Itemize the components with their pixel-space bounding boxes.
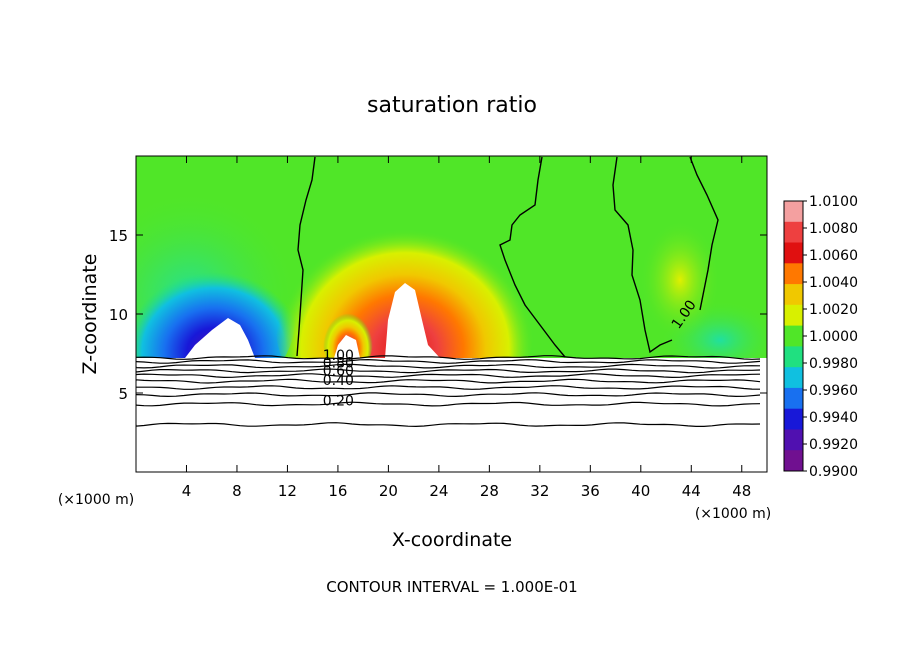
contour-line <box>136 422 761 428</box>
contour-label: 0.80 <box>323 356 354 372</box>
contour-line <box>136 358 761 364</box>
y-tick-label: 10 <box>109 306 128 324</box>
contour-label: 0.40 <box>323 373 354 389</box>
contour-interval-note: CONTOUR INTERVAL = 1.000E-01 <box>326 578 577 596</box>
colorbar-swatch <box>784 429 803 451</box>
contour-line <box>136 368 761 374</box>
contour-label: 0.60 <box>323 364 354 380</box>
x-axis-ticks: 4 8 12 16 20 24 28 32 36 40 44 48 <box>182 156 751 500</box>
x-tick-label: 48 <box>732 482 751 500</box>
contour-1-right2 <box>689 156 719 311</box>
colorbar-swatch <box>784 221 803 244</box>
y-axis-ticks: 5 10 15 <box>109 227 767 403</box>
contour-line <box>136 385 761 390</box>
colorbar-swatch <box>784 367 803 389</box>
lower-contours <box>136 355 761 428</box>
colorbar-label: 1.0020 <box>809 302 858 318</box>
x-tick-label: 16 <box>328 482 347 500</box>
plot-area: 1.000.800.600.400.201.00 <box>136 156 767 472</box>
contour-1-right <box>612 156 673 354</box>
x-tick-label: 8 <box>232 482 242 500</box>
x-tick-label: 44 <box>682 482 701 500</box>
x-tick-label: 4 <box>182 482 192 500</box>
colorbar-swatch <box>784 304 803 327</box>
x-axis-label: X-coordinate <box>392 529 512 551</box>
contour-1-left <box>296 156 316 357</box>
contour-line <box>136 392 761 398</box>
contour-line <box>136 378 761 384</box>
colorbar-label: 1.0080 <box>809 221 858 237</box>
y-tick-label: 5 <box>118 385 128 403</box>
colorbar-label: 1.0100 <box>809 194 858 210</box>
x-tick-label: 40 <box>631 482 650 500</box>
colorbar-swatch <box>784 346 803 368</box>
contour-label: 0.20 <box>323 394 354 410</box>
colorbar-label: 1.0000 <box>809 329 858 345</box>
x-unit-right: (×1000 m) <box>695 506 771 522</box>
chart-title: saturation ratio <box>367 93 537 118</box>
y-axis-label: Z-coordinate <box>79 254 101 375</box>
x-tick-label: 36 <box>581 482 600 500</box>
colorbar-label: 0.9980 <box>809 356 858 372</box>
x-tick-label: 20 <box>379 482 398 500</box>
colorbar-swatch <box>784 387 803 410</box>
contour-line <box>136 363 761 369</box>
x-tick-label: 24 <box>429 482 448 500</box>
y-tick-label: 15 <box>109 227 128 245</box>
colorbar-swatch <box>784 408 803 430</box>
x-tick-label: 28 <box>480 482 499 500</box>
colorbar-label: 1.0060 <box>809 248 858 264</box>
contour-1-mid <box>499 156 566 358</box>
colorbar-swatch <box>784 284 803 306</box>
blank-region-small <box>334 335 360 358</box>
colorbar-label: 0.9900 <box>809 464 858 480</box>
colorbar-label: 0.9920 <box>809 437 858 453</box>
colorbar-swatch <box>784 450 803 472</box>
contour-line <box>136 401 761 407</box>
blank-region-center <box>385 283 440 358</box>
x-tick-label: 12 <box>278 482 297 500</box>
x-tick-label: 32 <box>530 482 549 500</box>
blank-region-left <box>185 318 255 358</box>
x-unit-left: (×1000 m) <box>58 492 134 508</box>
colorbar-swatch <box>784 263 803 285</box>
colorbar-label: 0.9940 <box>809 410 858 426</box>
colorbar-label: 1.0040 <box>809 275 858 291</box>
contour-label: 1.00 <box>323 348 354 364</box>
colorbar-label: 0.9960 <box>809 383 858 399</box>
colorbar-swatch <box>784 201 803 223</box>
contour-line <box>136 373 761 379</box>
contour-line <box>136 355 761 360</box>
colorbar-swatch <box>784 325 803 347</box>
colorbar: 1.0100 1.0080 1.0060 1.0040 1.0020 1.0000 0.99… <box>783 194 858 480</box>
colorbar-swatch <box>784 242 803 264</box>
